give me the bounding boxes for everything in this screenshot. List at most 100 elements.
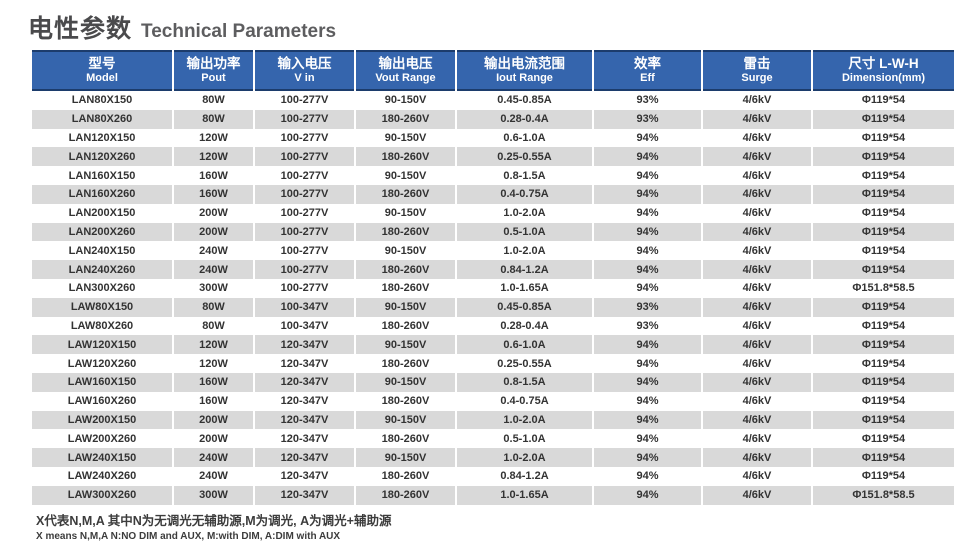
technical-parameters-table: 型号 Model 输出功率 Pout 输入电压 V in 输出电压 Vout Range 输出电… (30, 50, 956, 505)
column-header-v-in: 输入电压 V in (255, 50, 354, 91)
table-cell: Φ119*54 (813, 466, 954, 486)
table-row: LAW200X150 200W 120-347V 90-150V 1.0-2.0A 94%… (32, 410, 954, 430)
table-cell: 0.84-1.2A (457, 466, 592, 486)
column-header-dimension-mm-: 尺寸 L-W-H Dimension(mm) (813, 50, 954, 91)
table-cell: 90-150V (356, 448, 455, 467)
table-cell: Φ119*54 (813, 335, 954, 355)
table-cell: 0.5-1.0A (457, 429, 592, 449)
table-row: LAW200X260 200W 120-347V 180-260V 0.5-1.0A 94… (32, 429, 954, 449)
table-cell: 180-260V (356, 316, 455, 336)
table-cell: LAN240X150 (32, 241, 172, 261)
table-cell: 4/6kV (703, 335, 811, 355)
table-row: LAN200X260 200W 100-277V 180-260V 0.5-1.0A 94… (32, 222, 954, 242)
column-header-model: 型号 Model (32, 50, 172, 91)
column-header-en: Eff (640, 72, 655, 84)
column-header-zh: 型号 (88, 56, 116, 71)
table-cell: 120-347V (255, 466, 354, 486)
table-cell: 100-277V (255, 184, 354, 204)
table-cell: 240W (174, 260, 253, 279)
table-cell: 94% (594, 241, 701, 261)
table-cell: 180-260V (356, 222, 455, 242)
table-cell: 90-150V (356, 128, 455, 148)
table-cell: 100-277V (255, 222, 354, 242)
table-cell: 0.25-0.55A (457, 354, 592, 373)
table-row: LAW240X150 240W 120-347V 90-150V 1.0-2.0A 94%… (32, 448, 954, 467)
table-cell: 120-347V (255, 354, 354, 373)
table-cell: 0.28-0.4A (457, 316, 592, 336)
table-cell: 0.4-0.75A (457, 391, 592, 411)
page-title-zh: 电性参数 (28, 15, 133, 43)
table-cell: 0.25-0.55A (457, 147, 592, 167)
table-row: LAN80X150 80W 100-277V 90-150V 0.45-0.85A 93%… (32, 91, 954, 110)
table-cell: LAW240X260 (32, 466, 172, 486)
table-cell: Φ119*54 (813, 391, 954, 411)
table-cell: LAW240X150 (32, 448, 172, 467)
table-cell: 90-150V (356, 203, 455, 223)
table-cell: 120-347V (255, 485, 354, 505)
table-cell: 94% (594, 448, 701, 467)
table-cell: 160W (174, 372, 253, 392)
table-cell: LAN240X260 (32, 260, 172, 279)
column-header-en: V in (294, 72, 315, 84)
table-cell: 4/6kV (703, 184, 811, 204)
table-cell: 1.0-2.0A (457, 448, 592, 467)
table-cell: LAW300X260 (32, 485, 172, 505)
table-cell: 4/6kV (703, 354, 811, 373)
table-cell: LAW160X260 (32, 391, 172, 411)
table-cell: 240W (174, 241, 253, 261)
table-cell: 120W (174, 128, 253, 148)
table-cell: 94% (594, 335, 701, 355)
table-cell: 80W (174, 109, 253, 129)
table-row: LAW80X150 80W 100-347V 90-150V 0.45-0.85A 93%… (32, 297, 954, 317)
table-row: LAN160X260 160W 100-277V 180-260V 0.4-0.75A 9… (32, 184, 954, 204)
table-body: LAN80X150 80W 100-277V 90-150V 0.45-0.85A 93%… (32, 91, 954, 505)
table-cell: 100-277V (255, 241, 354, 261)
column-header-en: Dimension(mm) (841, 72, 926, 84)
table-cell: 93% (594, 297, 701, 317)
table-cell: 0.6-1.0A (457, 335, 592, 355)
table-cell: 94% (594, 128, 701, 148)
table-cell: 180-260V (356, 466, 455, 486)
table-cell: 120-347V (255, 448, 354, 467)
table-cell: 80W (174, 316, 253, 336)
column-header-vout-range: 输出电压 Vout Range (356, 50, 455, 91)
column-header-en: Iout Range (496, 72, 553, 84)
table-cell: 0.5-1.0A (457, 222, 592, 242)
table-cell: 4/6kV (703, 128, 811, 148)
table-cell: Φ151.8*58.5 (813, 278, 954, 298)
table-cell: Φ119*54 (813, 241, 954, 261)
table-cell: Φ119*54 (813, 410, 954, 430)
table-cell: 4/6kV (703, 485, 811, 505)
page-title-en: Technical Parameters (141, 21, 337, 42)
table-cell: 94% (594, 466, 701, 486)
table-cell: 100-277V (255, 109, 354, 129)
table-cell: 0.4-0.75A (457, 184, 592, 204)
table-cell: Φ119*54 (813, 91, 954, 110)
table-cell: 1.0-2.0A (457, 410, 592, 430)
table-cell: 4/6kV (703, 372, 811, 392)
column-header-zh: 尺寸 L-W-H (848, 56, 919, 71)
table-cell: 180-260V (356, 260, 455, 279)
table-cell: 93% (594, 109, 701, 129)
column-header-zh: 效率 (634, 56, 661, 71)
table-cell: Φ119*54 (813, 184, 954, 204)
table-row: LAN120X260 120W 100-277V 180-260V 0.25-0.55A… (32, 147, 954, 167)
table-cell: 4/6kV (703, 466, 811, 486)
table-cell: 1.0-2.0A (457, 241, 592, 261)
table-cell: 100-277V (255, 147, 354, 167)
table-row: LAN240X260 240W 100-277V 180-260V 0.84-1.2A 9… (32, 260, 954, 279)
table-cell: Φ119*54 (813, 128, 954, 148)
table-cell: 94% (594, 147, 701, 167)
table-cell: 4/6kV (703, 429, 811, 449)
table-cell: 180-260V (356, 485, 455, 505)
table-row: LAW160X260 160W 120-347V 180-260V 0.4-0.75A 9… (32, 391, 954, 411)
table-cell: 4/6kV (703, 448, 811, 467)
table-cell: 4/6kV (703, 278, 811, 298)
table-cell: 94% (594, 410, 701, 430)
table-cell: 93% (594, 91, 701, 110)
table-cell: 120W (174, 335, 253, 355)
table-cell: Φ119*54 (813, 109, 954, 129)
footnote: X代表N,M,A 其中N为无调光无辅助源,M为调光, A为调光+辅助源 X me… (36, 514, 970, 543)
table-cell: 100-277V (255, 203, 354, 223)
table-row: LAW160X150 160W 120-347V 90-150V 0.8-1.5A 94%… (32, 372, 954, 392)
